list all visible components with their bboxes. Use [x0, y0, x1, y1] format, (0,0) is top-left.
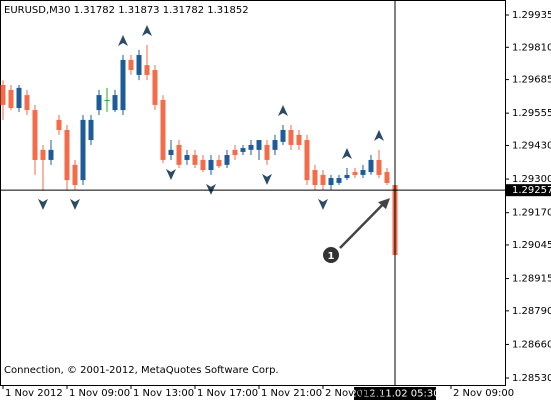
annotation-label: 1 — [328, 251, 335, 262]
candle-body — [320, 174, 326, 186]
candle-body — [360, 170, 366, 175]
candle-body — [256, 140, 262, 150]
x-tick-label: 1 Nov 13:00 — [133, 388, 194, 399]
y-tick-label: 1.29045 — [512, 240, 551, 251]
y-tick-label: 1.29555 — [512, 108, 551, 119]
candle-body — [384, 172, 390, 183]
candle-body — [280, 129, 286, 142]
fractal-down — [166, 168, 176, 180]
candle-body — [128, 59, 134, 71]
bid-label-box — [506, 184, 551, 197]
candle-body — [288, 129, 294, 145]
candle-body — [344, 174, 350, 179]
y-tick-label: 1.28660 — [512, 339, 551, 350]
annotation-arrow — [339, 201, 386, 249]
candle-body — [304, 140, 310, 181]
candle-body — [368, 159, 374, 173]
y-tick-label: 1.29810 — [512, 42, 551, 53]
candle-body — [184, 155, 190, 160]
candle-body — [216, 159, 222, 167]
marks — [0, 24, 398, 256]
candle-body — [88, 119, 94, 141]
candle-body — [328, 178, 334, 186]
candle-body — [72, 164, 78, 186]
candle-body — [192, 155, 198, 165]
candle-body — [104, 99, 110, 101]
crosshair-label-box — [354, 387, 436, 400]
fractal-down — [70, 198, 80, 210]
fractal-up — [342, 147, 352, 159]
fractal-down — [318, 198, 328, 210]
candle-body — [120, 59, 126, 111]
candle-body — [240, 148, 246, 152]
candle-body — [56, 119, 62, 130]
candle-body — [48, 149, 54, 160]
y-tick-label: 1.28915 — [512, 274, 551, 285]
candle-body — [16, 87, 22, 109]
candle-body — [144, 65, 150, 75]
y-tick-label: 1.28530 — [512, 373, 551, 384]
candle-body — [200, 159, 206, 171]
candle-body — [232, 149, 238, 156]
candle-body — [64, 129, 70, 181]
candle-body — [80, 119, 86, 181]
candle-body — [32, 110, 38, 160]
x-tick-label: 2 Nov 01:00 — [325, 388, 386, 399]
fractal-down — [38, 198, 48, 210]
plot-frame — [0, 0, 506, 386]
candle-body — [136, 55, 142, 75]
y-tick-label: 1.29685 — [512, 75, 551, 86]
candle-body — [224, 155, 230, 165]
x-tick-label: 1 Nov 09:00 — [69, 388, 130, 399]
fractal-down — [262, 173, 272, 185]
fractal-down — [206, 183, 216, 195]
candle-body — [0, 85, 6, 105]
y-tick-label: 1.29170 — [512, 208, 551, 219]
candle-body — [96, 95, 102, 111]
fractal-up — [374, 129, 384, 141]
fractal-up — [118, 35, 128, 47]
annotation-circle — [323, 247, 339, 263]
candle-body — [336, 178, 342, 183]
candle-body — [112, 95, 118, 111]
candle-body — [264, 144, 270, 160]
y-tick-label: 1.29935 — [512, 10, 551, 21]
copyright: Connection, © 2001-2012, MetaQuotes Soft… — [4, 365, 279, 376]
candle-body — [176, 144, 182, 165]
x-tick-label: 2 Nov 09:00 — [453, 388, 514, 399]
candle-body — [296, 134, 302, 145]
y-tick-label: 1.28790 — [512, 306, 551, 317]
y-tick-label: 1.29300 — [512, 174, 551, 185]
candle-body — [352, 172, 358, 175]
crosshair-label: 2012.11.02 05:30 — [350, 389, 439, 400]
bid-label: 1.29257 — [512, 185, 551, 196]
candle-body — [160, 99, 166, 160]
annotation-arrowhead — [378, 198, 390, 210]
candle-body — [152, 70, 158, 105]
x-tick-label: 1 Nov 17:00 — [197, 388, 258, 399]
candle-body — [248, 144, 254, 150]
y-tick-label: 1.29430 — [512, 140, 551, 151]
candle-body — [8, 89, 14, 109]
x-tick-label: 1 Nov 21:00 — [261, 388, 322, 399]
candle-body — [376, 159, 382, 175]
candle-body — [312, 170, 318, 186]
candle-body — [208, 159, 214, 171]
fractal-up — [278, 105, 288, 117]
fractal-up — [142, 24, 152, 36]
x-tick-label: 1 Nov 2012 — [5, 388, 63, 399]
candle-body — [40, 149, 46, 160]
candle-body — [168, 149, 174, 156]
candle-body — [24, 95, 30, 111]
chart-title: EURUSD,M30 1.31782 1.31873 1.31782 1.318… — [4, 5, 249, 16]
candle-body — [272, 140, 278, 150]
